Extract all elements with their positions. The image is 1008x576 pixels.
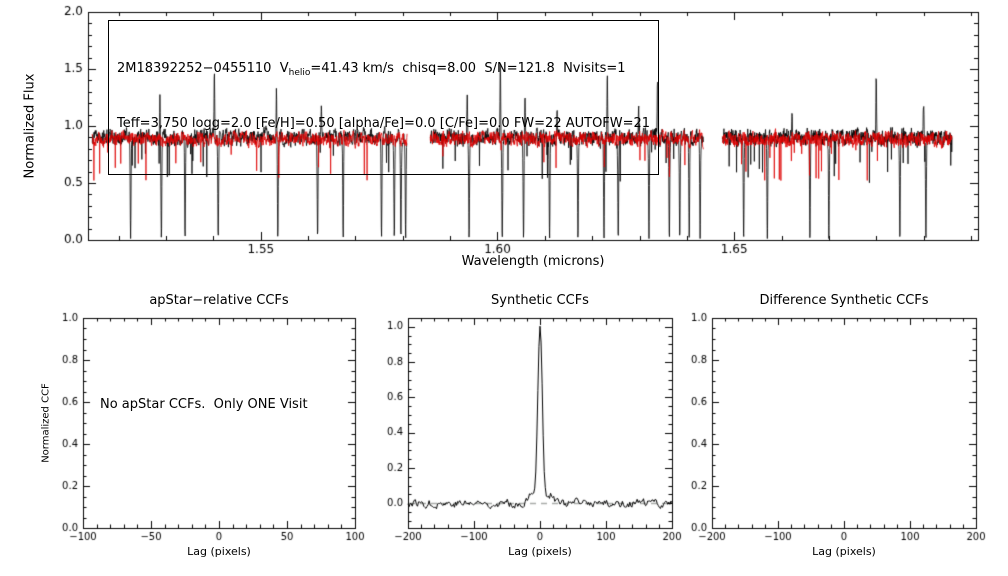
annotation-line2: Teff=3,750 logg=2.0 [Fe/H]=0.50 [alpha/F… — [117, 115, 651, 131]
no-apstar-ccf-message: No apStar CCFs. Only ONE Visit — [100, 397, 308, 412]
annotation-box: 2M18392252−0455110 Vhelio=41.43 km/s chi… — [108, 20, 660, 175]
flux-axis-label: Normalized Flux — [22, 73, 38, 179]
lag-axis-label-right: Lag (pixels) — [812, 545, 876, 558]
wavelength-axis-label: Wavelength (microns) — [461, 254, 605, 269]
vhelio-subscript: helio — [288, 68, 311, 79]
lag-axis-label-middle: Lag (pixels) — [508, 545, 572, 558]
apstar-ccf-title: apStar−relative CCFs — [149, 293, 289, 308]
difference-ccf-title: Difference Synthetic CCFs — [759, 293, 929, 308]
ccf-axis-label: Normalized CCF — [40, 383, 52, 463]
synthetic-ccf-title: Synthetic CCFs — [491, 293, 589, 308]
annotation-line1: 2M18392252−0455110 Vhelio=41.43 km/s chi… — [117, 60, 650, 78]
annotation-line1-pre: 2M18392252−0455110 V — [117, 61, 289, 77]
annotation-line1-post: =41.43 km/s chisq=8.00 S/N=121.8 Nvisits… — [310, 61, 626, 77]
lag-axis-label-left: Lag (pixels) — [187, 545, 251, 558]
